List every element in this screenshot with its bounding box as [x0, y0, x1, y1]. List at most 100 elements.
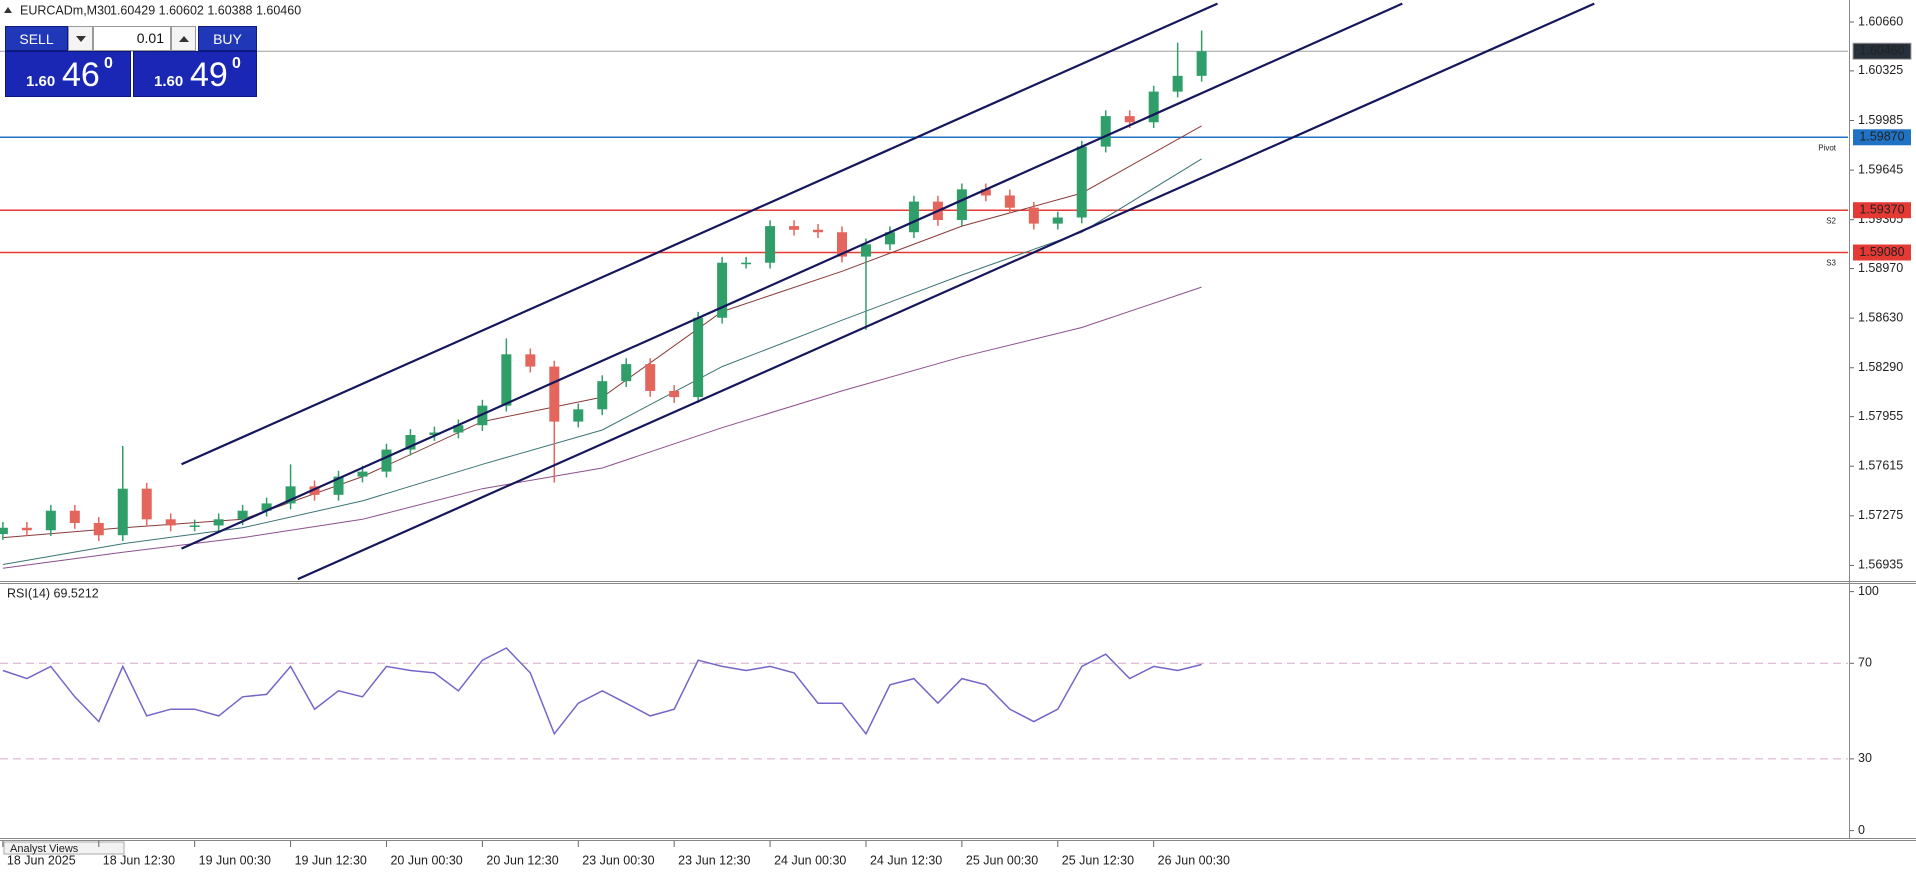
y-tick-label: 1.59645	[1858, 162, 1903, 176]
price-prefix: 1.60	[154, 73, 184, 90]
candle-body	[405, 435, 416, 450]
candle-body	[884, 232, 895, 245]
candle-body	[1004, 195, 1015, 208]
moving-average	[2, 158, 1202, 565]
y-tick-label: 1.56935	[1858, 558, 1903, 572]
y-tick-label: 1.57955	[1858, 409, 1903, 423]
x-tick-label: 24 Jun 12:30	[870, 853, 942, 867]
channel-line	[181, 2, 1403, 550]
candle-body	[1052, 217, 1063, 224]
candle-body	[381, 449, 392, 472]
candle-body	[357, 471, 368, 477]
lot-input[interactable]: 0.01	[93, 26, 171, 51]
price-tag	[1853, 244, 1911, 261]
candle-body	[813, 229, 824, 233]
candle-body	[213, 519, 224, 526]
candle-body	[597, 381, 608, 410]
lot-decrease[interactable]	[68, 26, 93, 51]
x-tick-label: 20 Jun 12:30	[486, 853, 558, 867]
candle-body	[1076, 146, 1087, 218]
moving-average	[2, 286, 1202, 569]
price-prefix: 1.60	[26, 73, 56, 90]
price-digits: 46	[62, 56, 100, 94]
y-tick-label: 70	[1858, 656, 1872, 670]
y-tick-label: 0	[1858, 823, 1865, 837]
sell-button[interactable]: SELL	[5, 26, 68, 51]
candle-body	[141, 488, 152, 520]
main-panel: Pivot S2 S3	[0, 2, 1848, 581]
price-tag	[1852, 42, 1912, 60]
candle-body	[45, 510, 56, 531]
price-tag	[1853, 202, 1911, 219]
x-tick-label: 19 Jun 12:30	[295, 853, 367, 867]
tab-label[interactable]: Analyst Views	[10, 843, 79, 855]
symbol-title: EURCADm,M30	[20, 3, 111, 17]
x-tick-label: 19 Jun 00:30	[199, 853, 271, 867]
candle-body	[573, 409, 584, 422]
x-tick-label: 20 Jun 00:30	[390, 853, 462, 867]
y-tick-label: 1.58970	[1858, 261, 1903, 275]
candle-body	[189, 525, 200, 527]
candle-body	[741, 262, 752, 265]
candle-body	[0, 527, 8, 535]
candle-body	[1028, 207, 1039, 224]
candle-body	[333, 476, 344, 495]
x-tick-label: 25 Jun 12:30	[1062, 853, 1134, 867]
candle-body	[717, 262, 728, 318]
y-tick-label: 1.60325	[1858, 63, 1903, 77]
channel-line	[297, 2, 1595, 581]
price-tag-label: 1.59870	[1859, 130, 1904, 144]
buy-quote[interactable]: 1.60 49 0	[133, 51, 257, 97]
candle-body	[453, 425, 464, 433]
x-tick-label: 26 Jun 00:30	[1158, 853, 1230, 867]
price-point: 0	[104, 55, 113, 72]
level-name: Pivot	[1818, 143, 1837, 152]
candle-body	[1100, 116, 1111, 147]
y-tick-label: 30	[1858, 751, 1872, 765]
sell-quote[interactable]: 1.60 46 0	[5, 51, 131, 97]
buy-button[interactable]: BUY	[198, 26, 257, 51]
y-tick-label: 1.58290	[1858, 360, 1903, 374]
candle-body	[237, 510, 248, 520]
collapse-icon[interactable]	[4, 7, 12, 13]
candle-body	[980, 189, 991, 196]
ohlc-values: 1.60429 1.60602 1.60388 1.60460	[110, 3, 301, 17]
y-tick-label: 100	[1858, 584, 1879, 598]
rsi-line	[2, 647, 1202, 736]
candle-body	[669, 390, 680, 398]
candle-body	[1148, 91, 1159, 123]
rsi-panel	[0, 647, 1848, 760]
rsi-title: RSI(14) 69.5212	[7, 586, 99, 600]
level-name: S2	[1826, 216, 1836, 225]
candle-body	[860, 244, 871, 257]
tab[interactable]	[3, 841, 125, 855]
price-digits: 49	[190, 56, 228, 94]
lot-increase[interactable]	[171, 26, 196, 51]
candle-body	[525, 354, 536, 367]
x-tick-label: 25 Jun 00:30	[966, 853, 1038, 867]
price-point: 0	[232, 55, 241, 72]
x-tick-label: 23 Jun 00:30	[582, 853, 654, 867]
candle-body	[309, 486, 320, 495]
candle-body	[285, 486, 296, 504]
x-tick-label: 18 Jun 2025	[7, 853, 76, 867]
level-name: S3	[1826, 259, 1836, 268]
candle-body	[693, 317, 704, 398]
icon	[178, 35, 189, 42]
y-tick-label: 1.60660	[1858, 14, 1903, 28]
candle-body	[549, 366, 560, 422]
y-tick-label: 1.59985	[1858, 113, 1903, 127]
y-tick-label: 1.57615	[1858, 459, 1903, 473]
candle-body	[1172, 75, 1183, 92]
price-tag-label: 1.59370	[1859, 203, 1904, 217]
candle-body	[789, 226, 800, 230]
candle-body	[117, 488, 128, 536]
candle-body	[21, 527, 32, 531]
candle-body	[69, 510, 80, 523]
candle-body	[261, 503, 272, 511]
candle-body	[956, 189, 967, 220]
candle-body	[501, 354, 512, 406]
price-tag-label: 1.59080	[1859, 245, 1904, 259]
